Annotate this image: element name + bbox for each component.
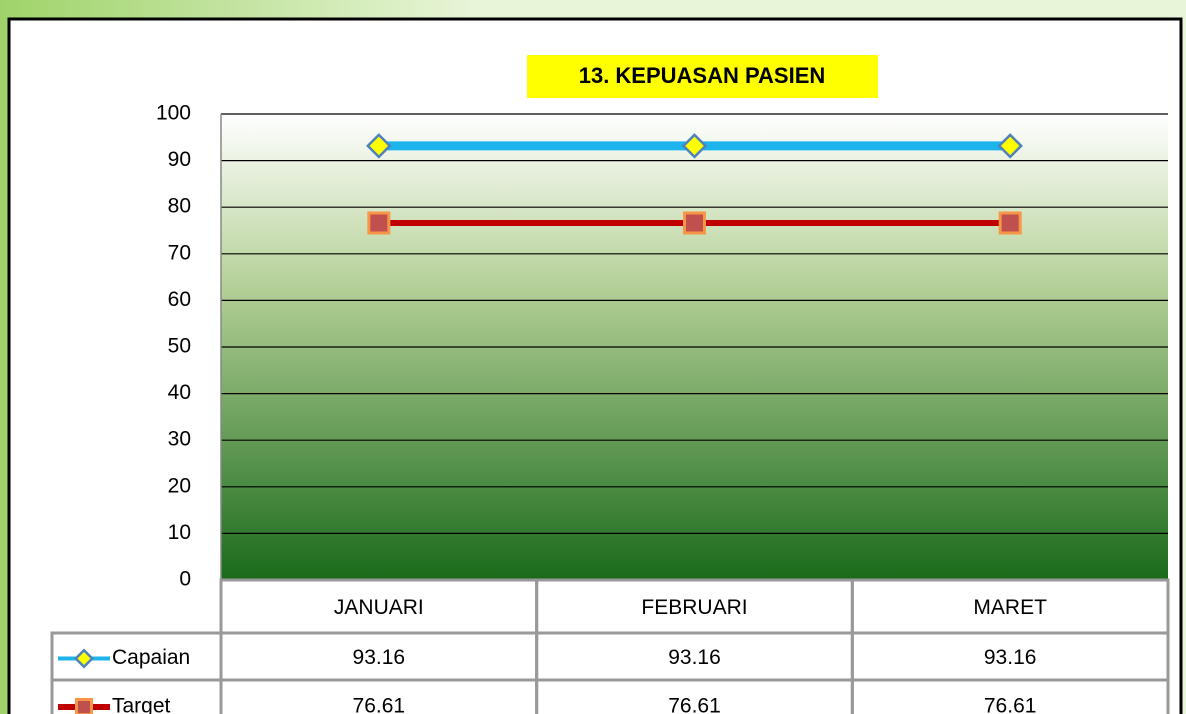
y-tick-label: 100: [156, 102, 191, 125]
legend-marker: [73, 648, 95, 669]
table-value: 93.16: [984, 646, 1037, 669]
y-tick-label: 10: [168, 521, 191, 544]
title-box: [527, 55, 878, 98]
x-tick-label: FEBRUARI: [641, 596, 747, 619]
table-value: 93.16: [668, 646, 721, 669]
x-tick-label: JANUARI: [334, 596, 424, 619]
y-tick-label: 0: [179, 568, 191, 591]
point: [683, 211, 706, 235]
table-value: 76.61: [353, 695, 406, 714]
point: [681, 133, 708, 159]
point: [366, 133, 392, 159]
y-tick-label: 40: [168, 381, 191, 404]
y-tick-label: 90: [168, 148, 191, 171]
table-value: 76.61: [984, 695, 1037, 714]
legend-label: Capaian: [112, 646, 190, 669]
legend-marker: [75, 698, 93, 714]
legend-label: Target: [112, 695, 171, 714]
chart-title: 13. KEPUASAN PASIEN: [579, 63, 826, 88]
y-tick-label: 70: [168, 241, 191, 264]
x-tick-label: MARET: [973, 596, 1047, 619]
table-value: 93.16: [353, 646, 406, 669]
table-value: 76.61: [668, 695, 721, 714]
y-tick-label: 60: [168, 288, 191, 311]
y-tick-label: 20: [168, 474, 191, 497]
point: [367, 211, 391, 235]
y-tick-label: 30: [168, 428, 191, 451]
table-cell: [850, 678, 1170, 714]
point: [998, 211, 1022, 235]
point: [997, 133, 1023, 159]
y-tick-label: 50: [168, 335, 191, 358]
y-tick-label: 80: [168, 195, 191, 218]
